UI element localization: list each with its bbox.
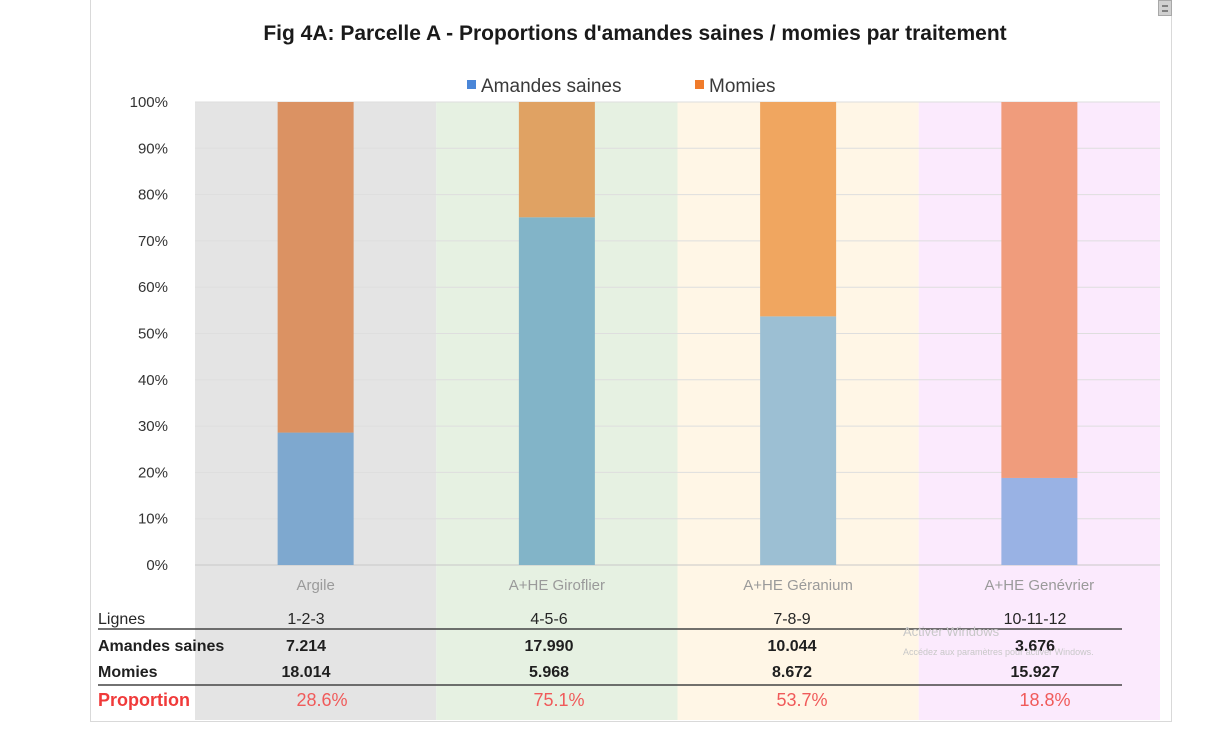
table-cell-lignes: 1-2-3: [287, 611, 324, 628]
y-tick-label: 20%: [138, 464, 168, 481]
y-tick-label: 0%: [146, 557, 168, 574]
bar-momies: [1001, 102, 1078, 478]
bar-amandes-saines: [760, 316, 837, 565]
x-tick-label: A+HE Genévrier: [985, 577, 1095, 594]
table-cell-proportion: 75.1%: [533, 690, 584, 710]
table-cell-saines: 3.676: [1015, 638, 1055, 655]
y-tick-label: 30%: [138, 418, 168, 435]
table-label-lignes: Lignes: [98, 611, 145, 628]
x-tick-label: A+HE Giroflier: [509, 577, 605, 594]
table-cell-lignes: 10-11-12: [1004, 611, 1067, 628]
bar-amandes-saines: [1001, 477, 1078, 565]
windows-watermark-title: Activer Windows: [903, 624, 1000, 639]
x-tick-label: Argile: [296, 577, 334, 594]
corner-resize-icon[interactable]: [1158, 0, 1172, 16]
table-cell-saines: 7.214: [286, 638, 326, 655]
y-tick-label: 100%: [130, 94, 168, 111]
bar-momies: [518, 102, 595, 218]
table-cell-momies: 8.672: [772, 664, 812, 681]
table-cell-momies: 15.927: [1011, 664, 1060, 681]
table-cell-lignes: 4-5-6: [530, 611, 567, 628]
table-cell-saines: 10.044: [768, 638, 817, 655]
data-table: Lignes Amandes saines Momies Proportion …: [98, 611, 1122, 710]
table-label-proportion: Proportion: [98, 690, 190, 710]
table-cell-proportion: 28.6%: [296, 690, 347, 710]
bar-amandes-saines: [277, 432, 354, 565]
legend-swatch-momies: [695, 80, 704, 89]
table-cell-lignes: 7-8-9: [773, 611, 810, 628]
bar-momies: [277, 102, 354, 433]
table-cell-momies: 18.014: [282, 664, 331, 681]
table-label-saines: Amandes saines: [98, 638, 224, 655]
table-cell-proportion: 53.7%: [776, 690, 827, 710]
y-tick-label: 90%: [138, 140, 168, 157]
bar-momies: [760, 102, 837, 317]
windows-watermark-subtitle: Accédez aux paramètres pour activer Wind…: [903, 647, 1094, 657]
chart-title: Fig 4A: Parcelle A - Proportions d'amand…: [263, 22, 1006, 45]
y-tick-label: 60%: [138, 279, 168, 296]
y-tick-label: 50%: [138, 326, 168, 343]
table-cell-saines: 17.990: [525, 638, 574, 655]
x-tick-label: A+HE Géranium: [743, 577, 853, 594]
legend-label-saines: Amandes saines: [481, 76, 621, 97]
legend-swatch-saines: [467, 80, 476, 89]
legend: Amandes saines Momies: [467, 76, 776, 97]
y-tick-label: 10%: [138, 511, 168, 528]
table-cell-proportion: 18.8%: [1019, 690, 1070, 710]
table-cell-momies: 5.968: [529, 664, 569, 681]
y-tick-label: 70%: [138, 233, 168, 250]
legend-label-momies: Momies: [709, 76, 776, 97]
bar-amandes-saines: [518, 217, 595, 566]
table-label-momies: Momies: [98, 664, 158, 681]
y-tick-label: 80%: [138, 187, 168, 204]
y-tick-label: 40%: [138, 372, 168, 389]
